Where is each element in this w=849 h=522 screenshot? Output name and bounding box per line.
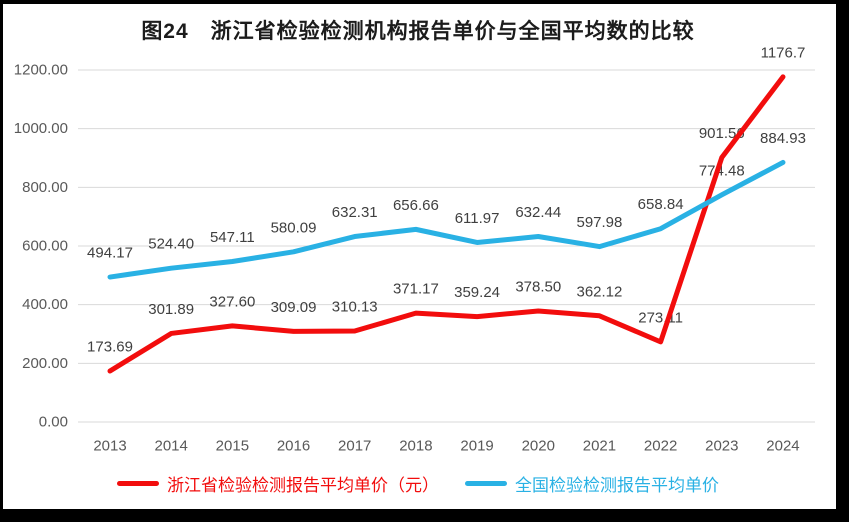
y-tick-label: 200.00	[22, 355, 68, 372]
data-label: 774.48	[699, 162, 745, 179]
legend-item-national: 全国检验检测报告平均单价	[465, 471, 719, 496]
data-label: 301.89	[148, 301, 194, 318]
x-tick-label: 2020	[522, 438, 555, 455]
x-tick-label: 2024	[766, 438, 799, 455]
y-tick-label: 400.00	[22, 296, 68, 313]
x-tick-label: 2016	[277, 438, 310, 455]
x-tick-label: 2022	[644, 438, 677, 455]
data-label: 273.11	[638, 309, 683, 326]
data-label: 362.12	[576, 283, 622, 300]
data-label: 378.50	[515, 278, 561, 295]
data-label: 494.17	[87, 245, 133, 262]
data-label: 632.31	[332, 204, 378, 221]
data-label: 359.24	[454, 284, 500, 301]
x-tick-label: 2021	[583, 438, 616, 455]
y-tick-label: 800.00	[22, 179, 68, 196]
data-label: 580.09	[271, 219, 317, 236]
data-label: 524.40	[148, 236, 194, 253]
data-label: 1176.7	[761, 44, 806, 61]
data-label: 309.09	[271, 299, 317, 316]
data-label: 173.69	[87, 339, 133, 356]
data-label: 611.97	[455, 210, 500, 227]
data-label: 597.98	[576, 214, 622, 231]
legend-item-zhejiang: 浙江省检验检测报告平均单价（元）	[117, 471, 439, 496]
y-tick-label: 1200.00	[14, 62, 68, 79]
chart-background	[3, 4, 836, 509]
x-tick-label: 2013	[93, 438, 126, 455]
data-label: 632.44	[515, 204, 561, 221]
data-label: 327.60	[209, 293, 255, 310]
series-line	[107, 74, 786, 374]
chart-title: 图24 浙江省检验检测机构报告单价与全国平均数的比较	[141, 20, 695, 43]
x-tick-label: 2017	[338, 438, 371, 455]
legend-label-national: 全国检验检测报告平均单价	[515, 476, 719, 495]
x-tick-label: 2019	[460, 438, 493, 455]
series-line	[107, 159, 786, 280]
data-label: 371.17	[393, 281, 439, 298]
y-tick-label: 600.00	[22, 238, 68, 255]
data-label: 884.93	[760, 130, 806, 147]
legend-line-swatch-red	[117, 481, 159, 486]
x-tick-label: 2015	[216, 438, 249, 455]
y-tick-label: 1000.00	[14, 120, 68, 137]
data-label: 310.13	[332, 299, 378, 316]
data-label: 547.11	[210, 229, 255, 246]
x-tick-label: 2018	[399, 438, 432, 455]
x-tick-label: 2023	[705, 438, 738, 455]
data-label: 901.56	[699, 125, 745, 142]
legend-line-swatch-blue	[465, 481, 507, 486]
y-tick-label: 0.00	[39, 414, 68, 431]
chart-legend: 浙江省检验检测报告平均单价（元） 全国检验检测报告平均单价	[0, 471, 836, 496]
x-tick-label: 2014	[154, 438, 187, 455]
data-label: 656.66	[393, 197, 439, 214]
legend-label-zhejiang: 浙江省检验检测报告平均单价（元）	[167, 476, 439, 495]
data-label: 658.84	[638, 196, 684, 213]
